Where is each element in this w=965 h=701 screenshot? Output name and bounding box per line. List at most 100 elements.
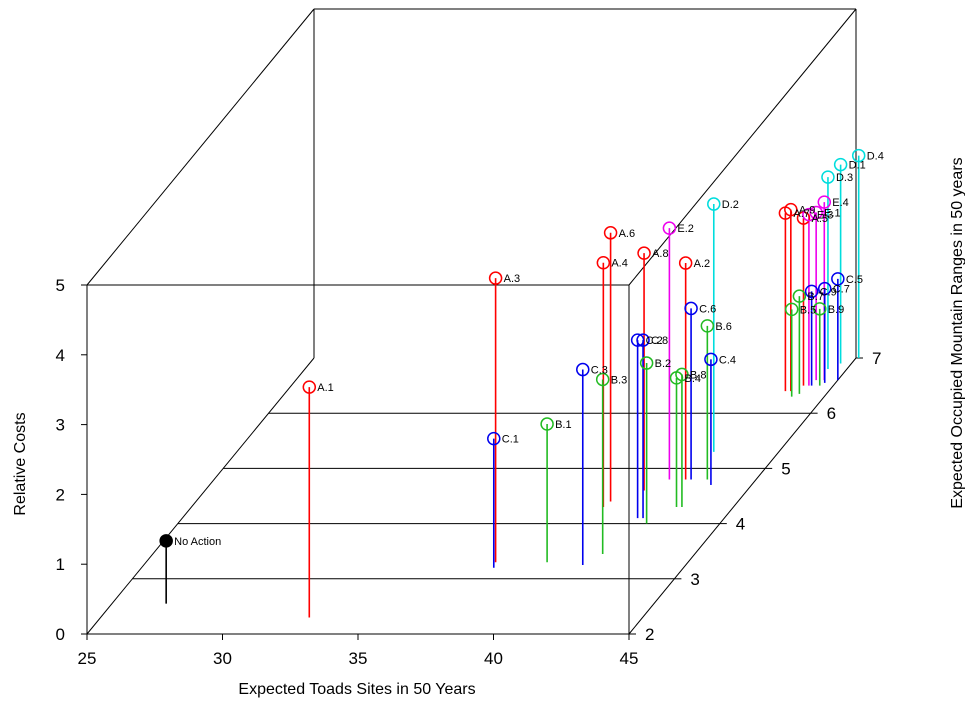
point-marker [804,284,819,299]
point-label: D.2 [722,199,739,211]
point-label: C.5 [846,274,863,286]
x-tick-label: 40 [484,649,503,668]
point-marker [831,272,845,286]
point-marker [821,170,835,184]
z-tick-label: 3 [56,416,65,435]
y-axis-title: Expected Occupied Mountain Ranges in 50 … [949,157,965,508]
point-marker [540,417,554,431]
point-label: B.7 [807,291,824,303]
point-marker [675,367,689,382]
point-label: A.9 [799,205,816,217]
point-label: C.2 [646,335,663,347]
point-label: A.8 [652,248,669,260]
point-label: E.3 [817,210,834,222]
z-tick-label: 4 [56,346,65,365]
point-marker [576,362,590,377]
point-label: C.7 [833,284,850,296]
point-marker [833,157,848,172]
x-tick-label: 30 [213,649,232,668]
box-edge [628,357,857,635]
point-label: No Action [174,536,221,548]
point-label: C.4 [719,354,736,366]
z-tick-label: 0 [56,625,65,644]
z-tick-label: 5 [56,276,65,295]
point-marker [809,205,823,220]
point-label: C.6 [699,303,716,315]
point-label: A.1 [317,382,334,394]
data-points [159,148,866,548]
point-marker [636,333,650,347]
box-edge [86,8,315,286]
point-label: E.2 [677,223,694,235]
point-label: A.4 [611,258,628,270]
point-marker [302,380,317,394]
point-marker [784,202,798,217]
point-label: C.3 [591,365,608,377]
y-tick-label: 3 [690,570,699,589]
point-marker [851,148,866,163]
point-marker [792,289,807,303]
point-label: A.3 [504,273,521,285]
grid-lines [132,412,811,580]
point-label: B.4 [685,373,702,385]
point-marker [817,281,832,296]
point-marker [813,302,827,316]
point-label: A.7 [793,208,810,220]
point-marker [784,302,799,317]
point-marker [817,195,832,209]
point-label: C.8 [651,335,668,347]
point-marker [707,197,721,211]
box-edge [86,357,315,635]
point-marker [488,271,503,285]
point-marker [630,333,645,347]
point-label: D.3 [836,172,853,184]
point-marker [662,221,677,235]
point-label: A.2 [694,258,711,270]
z-axis-title: Relative Costs [12,412,29,515]
point-marker [487,431,501,446]
drop-lines [165,155,860,618]
point-marker [159,534,173,548]
y-tick-label: 7 [872,349,881,368]
x-axis-title: Expected Toads Sites in 50 Years [238,681,475,698]
point-label: B.1 [555,419,572,431]
point-label: C.1 [502,434,519,446]
y-tick-label: 5 [781,459,790,478]
point-label: A.5 [811,213,828,225]
y-tick-label: 2 [645,625,654,644]
point-marker [595,372,610,387]
point-label: B.2 [655,358,672,370]
point-marker [704,352,718,367]
x-tick-label: 35 [349,649,368,668]
point-marker [802,207,816,222]
x-tick-label: 45 [620,649,639,668]
point-label: B.6 [715,321,732,333]
point-label: D.1 [849,160,866,172]
point-labels: No Action A.1 A.3 C.1 B.1 A.6 A.4 C.3B.3 A.8 E.2 A… [174,151,884,548]
point-label: B.3 [611,374,628,386]
point-marker [603,226,618,240]
point-label: B.9 [828,304,845,316]
point-label: E.4 [832,197,849,209]
point-marker [684,301,698,316]
point-marker [637,246,651,260]
y-tick-label: 4 [736,515,745,534]
point-marker [700,319,715,333]
point-marker [678,256,693,270]
point-label: B.5 [800,304,817,316]
z-tick-label: 1 [56,555,65,574]
point-label: E.1 [824,208,841,220]
point-marker [639,356,654,370]
point-marker [596,255,611,270]
point-label: B.8 [690,369,707,381]
point-label: A.6 [619,228,636,240]
point-label: D.4 [867,151,884,163]
y-tick-label: 6 [827,404,836,423]
point-label: C.9 [820,286,837,298]
plot-box [86,8,857,635]
box-edge [628,8,857,286]
x-tick-label: 25 [78,649,97,668]
z-tick-label: 2 [56,485,65,504]
